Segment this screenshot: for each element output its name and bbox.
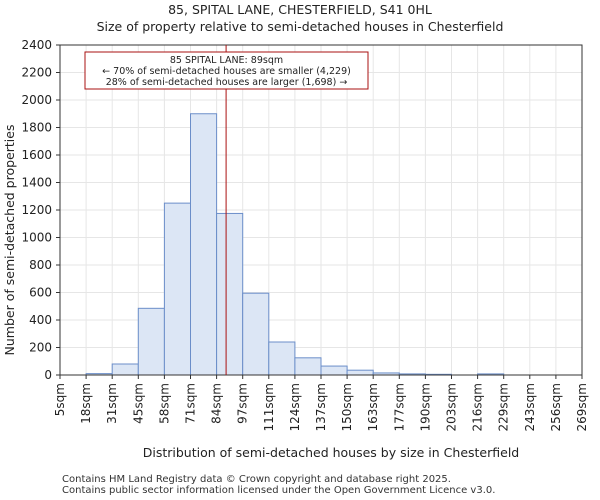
- y-tick-label: 1400: [21, 176, 52, 190]
- x-tick-label: 177sqm: [392, 383, 406, 431]
- annotation-box: [84, 51, 369, 90]
- y-tick-label: 600: [29, 286, 52, 300]
- annotation-line: 85 SPITAL LANE: 89sqm: [170, 55, 283, 66]
- x-tick-label: 256sqm: [549, 383, 563, 431]
- footer-line-2: Contains public sector information licen…: [62, 485, 496, 496]
- y-tick-label: 1200: [21, 203, 52, 217]
- y-tick-label: 0: [44, 368, 52, 382]
- histogram-bar: [137, 307, 165, 376]
- x-tick-label: 111sqm: [262, 383, 276, 431]
- footer-line-1: Contains HM Land Registry data © Crown c…: [62, 474, 451, 485]
- histogram-bar: [294, 357, 322, 376]
- histogram-bar: [190, 113, 218, 376]
- chart-title: 85, SPITAL LANE, CHESTERFIELD, S41 0HL: [168, 2, 432, 17]
- x-tick-label: 163sqm: [366, 383, 380, 431]
- y-tick-label: 200: [29, 341, 52, 355]
- x-tick-label: 71sqm: [184, 383, 198, 424]
- x-tick-label: 243sqm: [523, 383, 537, 431]
- y-tick-label: 1800: [21, 121, 52, 135]
- x-tick-label: 229sqm: [497, 383, 511, 431]
- y-tick-label: 2200: [21, 66, 52, 80]
- x-axis-label: Distribution of semi-detached houses by …: [143, 445, 519, 460]
- histogram-bar: [320, 365, 348, 376]
- histogram-bar: [346, 369, 374, 376]
- x-tick-label: 45sqm: [131, 383, 145, 424]
- annotation-line: ← 70% of semi-detached houses are smalle…: [102, 66, 351, 77]
- x-tick-label: 137sqm: [314, 383, 328, 431]
- y-axis-label: Number of semi-detached properties: [2, 125, 17, 356]
- histogram-bar: [111, 363, 139, 376]
- x-tick-label: 58sqm: [157, 383, 171, 424]
- histogram-bar: [163, 202, 191, 376]
- x-tick-label: 97sqm: [236, 383, 250, 424]
- x-tick-label: 124sqm: [288, 383, 302, 431]
- histogram-bar: [216, 212, 244, 376]
- y-tick-label: 800: [29, 258, 52, 272]
- y-tick-label: 1000: [21, 231, 52, 245]
- y-tick-label: 2400: [21, 38, 52, 52]
- y-tick-label: 1600: [21, 148, 52, 162]
- x-tick-label: 5sqm: [53, 383, 67, 416]
- x-tick-label: 269sqm: [575, 383, 589, 431]
- x-tick-label: 216sqm: [471, 383, 485, 431]
- histogram-bar: [268, 341, 296, 376]
- x-tick-label: 84sqm: [210, 383, 224, 424]
- annotation-line: 28% of semi-detached houses are larger (…: [106, 77, 348, 88]
- x-tick-label: 150sqm: [340, 383, 354, 431]
- histogram-bar: [242, 292, 270, 376]
- x-tick-label: 31sqm: [105, 383, 119, 424]
- y-tick-label: 2000: [21, 93, 52, 107]
- x-tick-label: 203sqm: [445, 383, 459, 431]
- y-tick-label: 400: [29, 313, 52, 327]
- x-tick-label: 18sqm: [79, 383, 93, 424]
- x-tick-label: 190sqm: [418, 383, 432, 431]
- chart-subtitle: Size of property relative to semi-detach…: [96, 19, 504, 34]
